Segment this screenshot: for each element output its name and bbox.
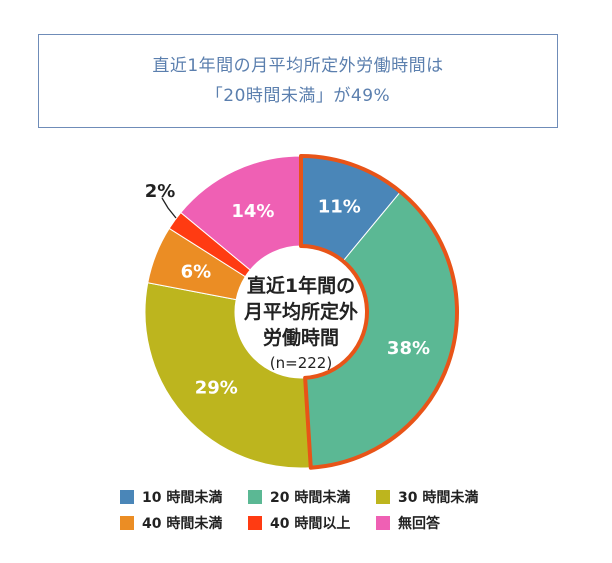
slice-label: 29% bbox=[195, 378, 238, 399]
legend-swatch bbox=[248, 490, 262, 504]
legend-row-1: 10 時間未満 20 時間未満 30 時間未満 bbox=[120, 484, 520, 510]
legend-item: 30 時間未満 bbox=[376, 487, 504, 507]
donut-slice bbox=[180, 155, 302, 271]
center-line-3: 労働時間 bbox=[263, 326, 339, 349]
center-line-2: 月平均所定外 bbox=[243, 300, 358, 323]
legend-label: 40 時間未満 bbox=[142, 516, 223, 532]
headline-box: 直近1年間の月平均所定外労働時間は 「20時間未満」が49% bbox=[38, 34, 558, 128]
legend-label: 40 時間以上 bbox=[270, 516, 351, 532]
highlight-outline bbox=[299, 154, 459, 470]
legend-item: 無回答 bbox=[376, 513, 504, 533]
headline-line-1: 直近1年間の月平均所定外労働時間は bbox=[152, 56, 444, 76]
legend-swatch bbox=[376, 490, 390, 504]
legend-label: 30 時間未満 bbox=[398, 490, 479, 506]
legend-swatch bbox=[120, 490, 134, 504]
legend-label: 無回答 bbox=[398, 516, 440, 532]
slice-label: 2% bbox=[145, 181, 176, 202]
legend-label: 10 時間未満 bbox=[142, 490, 223, 506]
legend-item: 20 時間未満 bbox=[248, 487, 376, 507]
donut-slices bbox=[144, 155, 458, 469]
center-note: (n=222) bbox=[270, 354, 332, 372]
slice-label: 11% bbox=[318, 197, 361, 218]
leader-line-2pct bbox=[161, 197, 177, 219]
center-label: 直近1年間の 月平均所定外 労働時間 (n=222) bbox=[243, 274, 358, 372]
legend-item: 10 時間未満 bbox=[120, 487, 248, 507]
headline-line-2: 「20時間未満」が49% bbox=[205, 86, 391, 106]
legend-swatch bbox=[248, 516, 262, 530]
legend-swatch bbox=[120, 516, 134, 530]
legend-label: 20 時間未満 bbox=[270, 490, 351, 506]
legend-row-2: 40 時間未満 40 時間以上 無回答 bbox=[120, 510, 520, 536]
legend-item: 40 時間未満 bbox=[120, 513, 248, 533]
slice-label: 38% bbox=[387, 338, 430, 359]
legend-item: 40 時間以上 bbox=[248, 513, 376, 533]
legend: 10 時間未満 20 時間未満 30 時間未満 40 時間未満 40 時間以上 … bbox=[120, 484, 520, 536]
legend-swatch bbox=[376, 516, 390, 530]
slice-label: 14% bbox=[231, 201, 274, 222]
slice-labels: 11% 38% 29% 6% 2% 14% bbox=[145, 181, 430, 399]
center-line-1: 直近1年間の bbox=[247, 274, 355, 297]
slice-label: 6% bbox=[181, 261, 212, 282]
donut-slice bbox=[144, 282, 312, 469]
highlight-path bbox=[299, 154, 459, 470]
